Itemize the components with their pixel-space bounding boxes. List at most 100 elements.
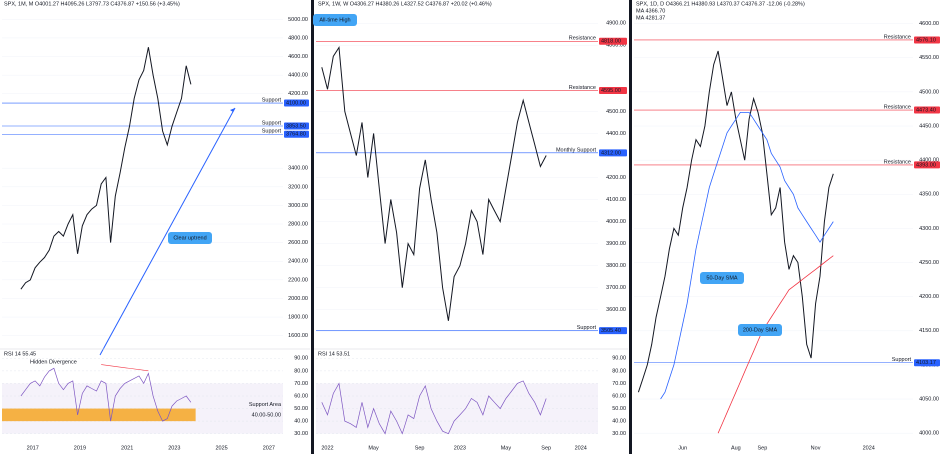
price-line <box>717 255 834 434</box>
y-tick-label: 4900.00 <box>606 21 626 27</box>
y-tick-label: 4350.00 <box>919 192 939 198</box>
price-tag-label: 3764.80 <box>286 132 306 138</box>
y-tick-label: 4450.00 <box>919 123 939 129</box>
x-tick-label: Sep <box>415 445 425 451</box>
callout-text: 50-Day SMA <box>706 275 738 281</box>
price-tag <box>914 106 940 114</box>
y-tick-label: 70.00 <box>612 381 626 387</box>
y-tick-label: 40.00 <box>612 419 626 425</box>
x-tick-label: 2024 <box>575 445 587 451</box>
level-text: Resistance <box>569 85 596 91</box>
price-tag-label: 4393.00 <box>916 162 936 168</box>
callout-text: All-time High <box>319 17 350 23</box>
y-tick-label: 4400.00 <box>919 158 939 164</box>
price-tag-label: 4818.00 <box>601 39 621 45</box>
y-tick-label: 4500.00 <box>606 109 626 115</box>
y-tick-label: 4150.00 <box>919 328 939 334</box>
y-tick-label: 2000.00 <box>288 296 308 302</box>
price-tag <box>599 86 627 94</box>
level-text: Resistance <box>884 34 911 40</box>
y-tick-label: 4000.00 <box>606 219 626 225</box>
y-tick-label: 3900.00 <box>606 241 626 247</box>
callout <box>738 324 782 336</box>
ma-legend: MA 4366.70 <box>636 8 665 14</box>
level-text: Support <box>577 325 597 331</box>
panel-divider <box>629 0 632 454</box>
rsi-title: RSI 14 55.45 <box>4 351 36 357</box>
y-tick-label: 4550.00 <box>919 55 939 61</box>
panel-divider <box>311 0 314 454</box>
price-tag-label: 3505.40 <box>601 328 621 334</box>
panel-header: SPX, 1W, W O4306.27 H4380.26 L4327.52 C4… <box>318 1 492 7</box>
price-tag <box>599 149 627 157</box>
level-text: Resistance <box>884 105 911 111</box>
level-text: Support <box>892 357 912 363</box>
y-tick-label: 2600.00 <box>288 240 308 246</box>
y-tick-label: 1800.00 <box>288 315 308 321</box>
y-tick-label: 60.00 <box>612 393 626 399</box>
x-tick-label: Nov <box>811 445 821 451</box>
price-tag <box>599 327 627 335</box>
y-tick-label: 3600.00 <box>606 307 626 313</box>
price-tag <box>284 99 309 107</box>
level-text: Monthly Support <box>556 147 597 153</box>
y-tick-label: 70.00 <box>294 381 308 387</box>
y-tick-label: 3000.00 <box>288 203 308 209</box>
x-tick-label: May <box>501 445 512 451</box>
x-tick-label: 2024 <box>863 445 875 451</box>
panel-header: SPX, 1D, D O4366.21 H4380.93 L4370.37 C4… <box>636 1 805 7</box>
y-tick-label: 50.00 <box>612 406 626 412</box>
divergence-line <box>101 364 149 372</box>
callout <box>168 232 212 244</box>
y-tick-label: 30.00 <box>294 431 308 437</box>
y-tick-label: 4800.00 <box>606 43 626 49</box>
rsi-annotation: Hidden Divergence <box>30 359 77 365</box>
y-tick-label: 30.00 <box>612 431 626 437</box>
trend-arrow <box>99 107 236 356</box>
y-tick-label: 1600.00 <box>288 333 308 339</box>
x-tick-label: 2019 <box>74 445 86 451</box>
x-tick-label: Jun <box>678 445 687 451</box>
price-line <box>660 112 834 400</box>
y-tick-label: 90.00 <box>294 356 308 362</box>
callout <box>700 272 744 284</box>
y-tick-label: 2200.00 <box>288 277 308 283</box>
price-line <box>321 46 547 321</box>
zone-label: 40.00-50.00 <box>252 412 281 418</box>
x-tick-label: Aug <box>731 445 741 451</box>
x-tick-label: May <box>368 445 379 451</box>
price-tag <box>914 359 940 367</box>
price-line <box>20 47 192 290</box>
y-tick-label: 40.00 <box>294 419 308 425</box>
y-tick-label: 4200.00 <box>288 91 308 97</box>
y-tick-label: 3400.00 <box>288 166 308 172</box>
y-tick-label: 4600.00 <box>919 21 939 27</box>
level-text: Resistance <box>884 159 911 165</box>
price-tag-label: 4312.00 <box>601 150 621 156</box>
price-tag <box>914 161 940 169</box>
level-text: Support <box>262 120 282 126</box>
price-tag-label: 4473.40 <box>916 108 936 114</box>
panel-header: SPX, 1M, M O4001.27 H4095.26 L3797.73 C4… <box>4 1 180 7</box>
y-tick-label: 4200.00 <box>919 294 939 300</box>
x-tick-label: 2027 <box>263 445 275 451</box>
y-tick-label: 3200.00 <box>288 184 308 190</box>
callout <box>313 14 357 26</box>
y-tick-label: 4050.00 <box>919 397 939 403</box>
price-tag <box>599 37 627 45</box>
arrow-head <box>230 108 235 112</box>
x-tick-label: Sep <box>758 445 768 451</box>
y-tick-label: 3700.00 <box>606 285 626 291</box>
y-tick-label: 80.00 <box>294 368 308 374</box>
rsi-line <box>20 367 192 422</box>
x-tick-label: 2023 <box>168 445 180 451</box>
support-zone <box>2 408 196 422</box>
price-tag-label: 3853.50 <box>286 123 306 129</box>
y-tick-label: 50.00 <box>294 406 308 412</box>
y-tick-label: 5000.00 <box>288 17 308 23</box>
price-tag-label: 4595.00 <box>601 88 621 94</box>
level-text: Support <box>262 129 282 135</box>
price-tag-label: 4100.00 <box>286 101 306 107</box>
